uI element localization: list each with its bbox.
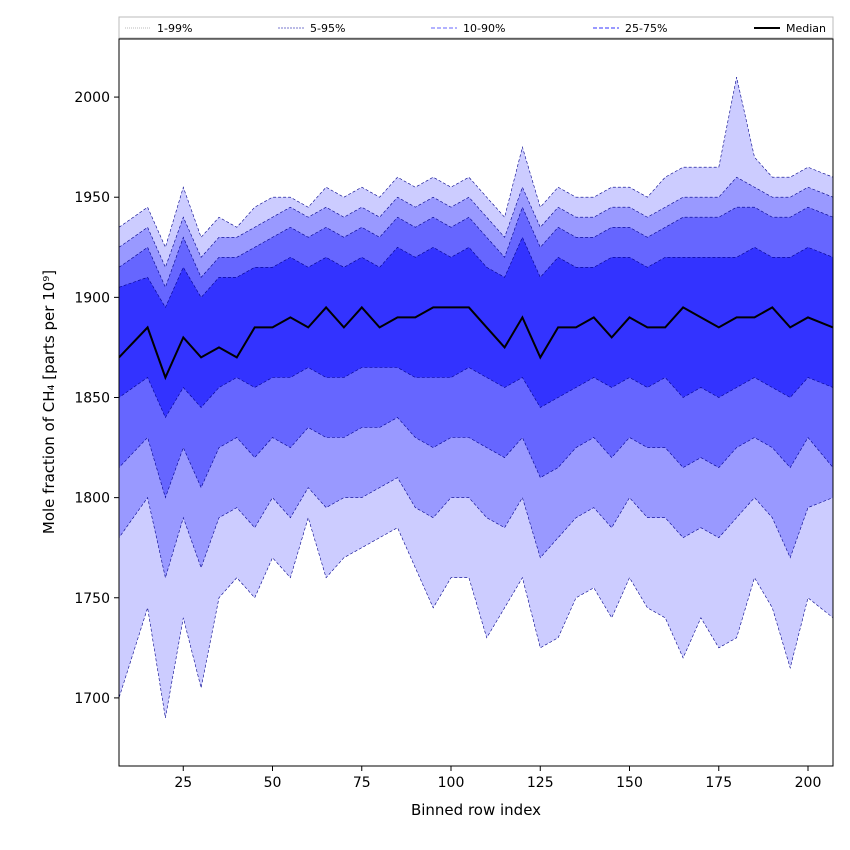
band-25-75pct bbox=[119, 236, 833, 419]
y-tick-label: 2000 bbox=[74, 90, 110, 106]
bands-layer bbox=[119, 77, 833, 718]
x-tick-label: 25 bbox=[174, 775, 192, 791]
y-tick-label: 1950 bbox=[74, 190, 110, 206]
legend: 1-99% 5-95% 10-90% 25-75% Median bbox=[118, 16, 834, 39]
y-tick-label: 1700 bbox=[74, 691, 110, 707]
legend-frame bbox=[118, 16, 834, 39]
y-tick-label: 1850 bbox=[74, 390, 110, 406]
median-layer bbox=[119, 305, 833, 381]
y-tick-label: 1800 bbox=[74, 491, 110, 507]
x-tick-label: 175 bbox=[705, 775, 732, 791]
median-line bbox=[119, 305, 833, 381]
plot-frame bbox=[118, 38, 834, 767]
legend-label: Median bbox=[786, 22, 826, 35]
x-tick-label: 150 bbox=[616, 775, 643, 791]
y-tick-label: 1900 bbox=[74, 290, 110, 306]
legend-label: 1-99% bbox=[157, 22, 192, 35]
x-tick-label: 100 bbox=[438, 775, 465, 791]
x-tick-label: 200 bbox=[795, 775, 822, 791]
y-ticks: 1700 1750 1800 1850 1900 1950 2000 bbox=[74, 90, 119, 707]
x-axis-label: Binned row index bbox=[411, 801, 541, 819]
x-ticks: 25 50 75 100 125 150 175 200 bbox=[174, 766, 821, 791]
y-tick-label: 1750 bbox=[74, 591, 110, 607]
legend-label: 5-95% bbox=[310, 22, 345, 35]
x-tick-label: 50 bbox=[264, 775, 282, 791]
legend-label: 10-90% bbox=[463, 22, 505, 35]
y-axis-label: Mole fraction of CH₄ [parts per 10⁹] bbox=[40, 270, 58, 534]
x-tick-label: 125 bbox=[527, 775, 554, 791]
x-tick-label: 75 bbox=[353, 775, 371, 791]
legend-label: 25-75% bbox=[625, 22, 667, 35]
